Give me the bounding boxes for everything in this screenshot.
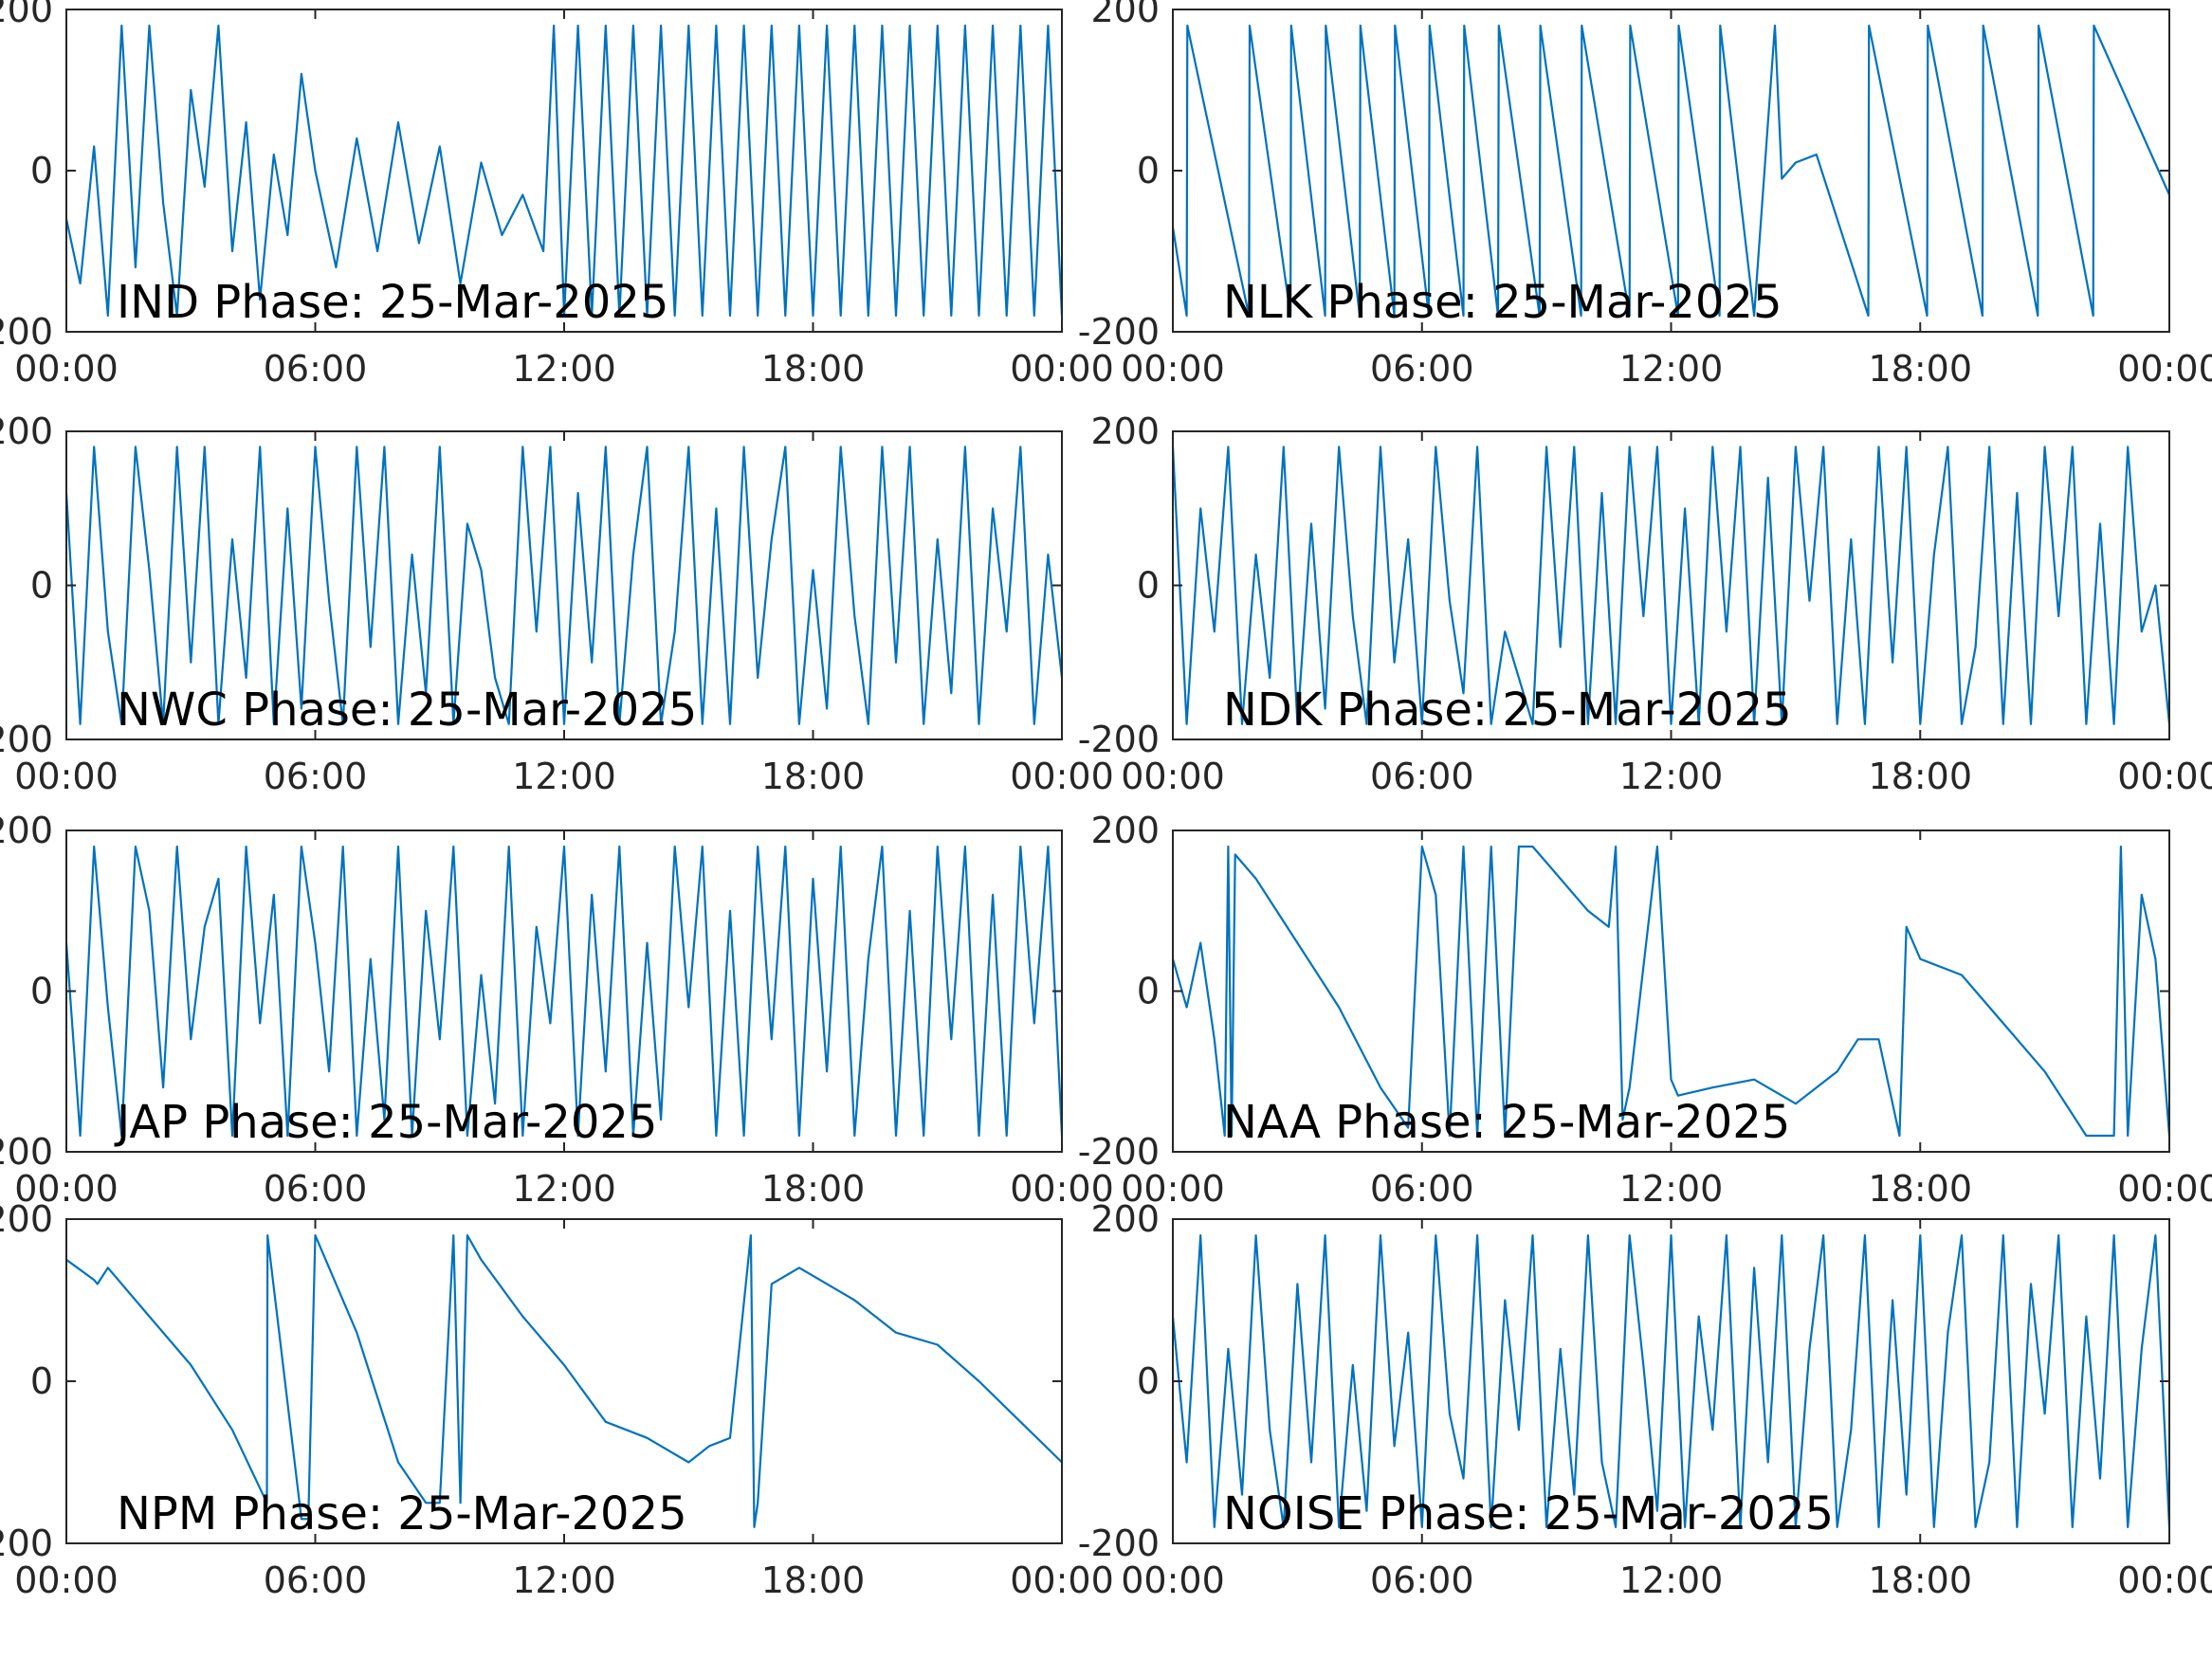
series-line [1171,446,2171,725]
x-tick-label: 00:00 [2117,756,2212,797]
x-tick-label: 00:00 [1010,756,1114,797]
x-tick-label: 06:00 [264,756,368,797]
y-tick-label: 200 [1090,1198,1160,1240]
x-tick-label: 00:00 [2117,1559,2212,1601]
x-tick-label: 00:00 [1121,756,1225,797]
x-tick-label: 00:00 [2117,348,2212,390]
x-tick-label: 12:00 [512,756,616,797]
panel-title: NOISE Phase: 25-Mar-2025 [1223,1487,1834,1540]
x-tick-label: 12:00 [512,1168,616,1210]
y-tick-label: 0 [1137,1360,1160,1402]
y-tick-label: 200 [0,410,53,452]
y-tick-label: 200 [1090,810,1160,851]
y-tick-label: 200 [0,810,53,851]
y-tick-label: 0 [30,150,53,191]
x-tick-label: 12:00 [1619,1559,1724,1601]
y-tick-label: 0 [1137,565,1160,607]
y-tick-label: -200 [1078,1131,1160,1173]
x-tick-label: 00:00 [14,1559,119,1601]
series-line [1171,845,2171,1138]
x-tick-label: 06:00 [264,1559,368,1601]
y-tick-label: 200 [0,0,53,30]
x-tick-label: 00:00 [14,348,119,390]
y-tick-label: -200 [0,311,53,353]
x-tick-label: 06:00 [1370,1559,1474,1601]
y-tick-label: -200 [1078,719,1160,760]
y-tick-label: 0 [30,1360,53,1402]
panel-title: JAP Phase: 25-Mar-2025 [114,1096,657,1149]
x-tick-label: 00:00 [2117,1168,2212,1210]
x-tick-label: 18:00 [1868,1559,1972,1601]
y-tick-label: 200 [1090,410,1160,452]
x-tick-label: 18:00 [761,756,866,797]
series-line [1171,1234,2171,1528]
x-tick-label: 12:00 [512,1559,616,1601]
x-tick-label: 12:00 [1619,1168,1724,1210]
x-tick-label: 12:00 [1619,756,1724,797]
x-tick-label: 18:00 [1868,1168,1972,1210]
x-tick-label: 00:00 [1010,1168,1114,1210]
y-tick-label: -200 [0,719,53,760]
series-line [1171,24,2171,318]
x-tick-label: 00:00 [14,756,119,797]
panel-title: NPM Phase: 25-Mar-2025 [117,1487,687,1540]
panel-title: NAA Phase: 25-Mar-2025 [1223,1096,1790,1149]
panel-title: NWC Phase: 25-Mar-2025 [117,684,697,737]
x-tick-label: 06:00 [1370,756,1474,797]
y-tick-label: 0 [1137,150,1160,191]
panel-title: NDK Phase: 25-Mar-2025 [1223,684,1792,737]
series-line [64,24,1064,318]
x-tick-label: 00:00 [14,1168,119,1210]
y-tick-label: 0 [30,971,53,1012]
x-tick-label: 12:00 [1619,348,1724,390]
x-tick-label: 12:00 [512,348,616,390]
x-tick-label: 06:00 [264,1168,368,1210]
x-tick-label: 00:00 [1121,348,1225,390]
series-line [64,446,1064,725]
y-tick-label: -200 [1078,311,1160,353]
x-tick-label: 00:00 [1121,1168,1225,1210]
panel-title: NLK Phase: 25-Mar-2025 [1223,276,1782,329]
x-tick-label: 18:00 [1868,756,1972,797]
y-tick-label: -200 [1078,1522,1160,1564]
x-tick-label: 06:00 [1370,348,1474,390]
y-tick-label: 0 [1137,971,1160,1012]
x-tick-label: 18:00 [761,1559,866,1601]
x-tick-label: 06:00 [1370,1168,1474,1210]
panel-title: IND Phase: 25-Mar-2025 [117,276,668,329]
x-tick-label: 18:00 [761,1168,866,1210]
x-tick-label: 06:00 [264,348,368,390]
y-tick-label: 0 [30,565,53,607]
series-line [64,845,1064,1138]
y-tick-label: 200 [0,1198,53,1240]
x-tick-label: 18:00 [761,348,866,390]
series-line [65,1234,1063,1528]
y-tick-label: 200 [1090,0,1160,30]
x-tick-label: 00:00 [1121,1559,1225,1601]
y-tick-label: -200 [0,1522,53,1564]
x-tick-label: 00:00 [1010,1559,1114,1601]
x-tick-label: 18:00 [1868,348,1972,390]
x-tick-label: 00:00 [1010,348,1114,390]
y-tick-label: -200 [0,1131,53,1173]
